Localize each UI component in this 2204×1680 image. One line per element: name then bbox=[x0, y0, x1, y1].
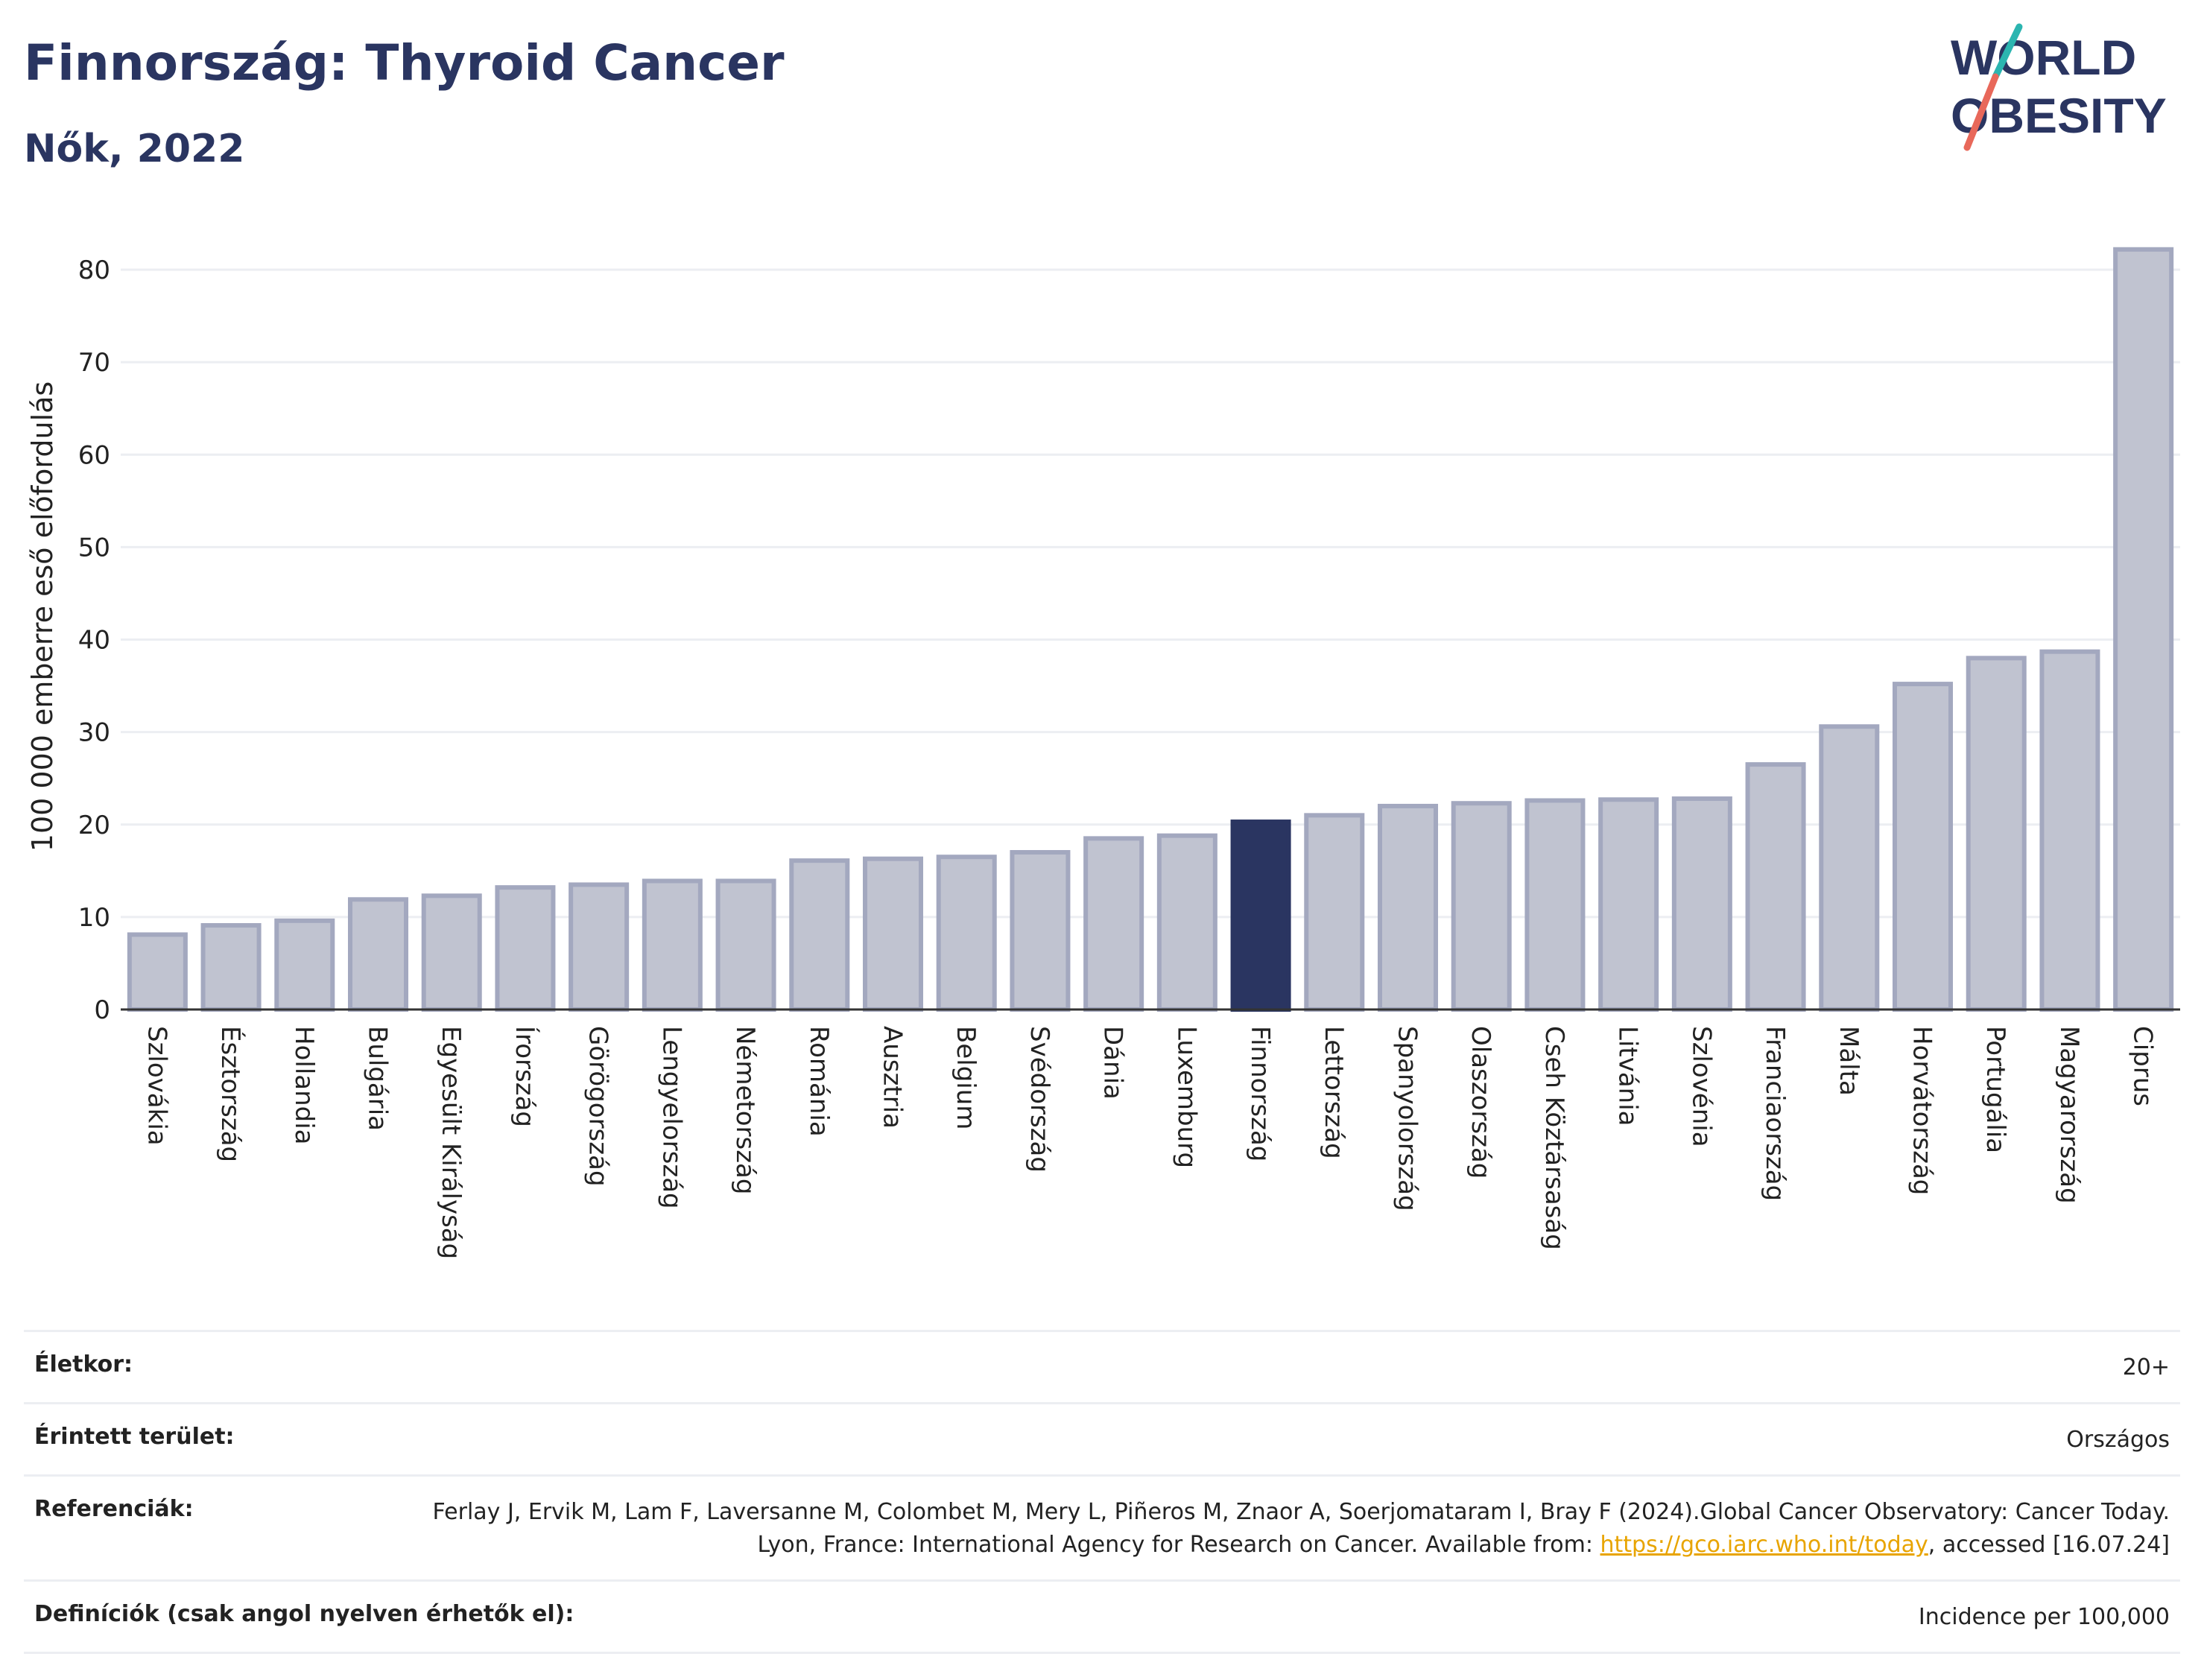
age-label: Életkor: bbox=[34, 1351, 133, 1378]
meta-row-age: Életkor: 20+ bbox=[24, 1330, 2180, 1402]
logo-slash-red bbox=[1963, 73, 1999, 151]
area-label: Érintett terület: bbox=[34, 1424, 235, 1450]
x-axis-labels: Szlovákia Észtország Hollandia Bulgária Egye… bbox=[142, 1026, 2157, 1259]
bar-26 bbox=[2039, 649, 2100, 1012]
x-tick-label: Románia bbox=[804, 1026, 834, 1137]
bar-18 bbox=[1451, 801, 1512, 1012]
references-label: Referenciák: bbox=[34, 1496, 194, 1522]
meta-row-references: Referenciák: Ferlay J, Ervik M, Lam F, L… bbox=[24, 1474, 2180, 1579]
x-tick-label: Szlovénia bbox=[1686, 1026, 1716, 1147]
x-tick-label: Portugália bbox=[1980, 1026, 2010, 1153]
definitions-label: Definíciók (csak angol nyelven érhetők e… bbox=[34, 1601, 574, 1627]
y-axis-label: 100 000 emberre eső előfordulás bbox=[26, 381, 59, 852]
bar-0 bbox=[127, 932, 188, 1012]
world-obesity-logo: WORLD OBESITY bbox=[1951, 23, 2167, 151]
y-tick-label: 30 bbox=[78, 718, 110, 748]
x-tick-label: Luxemburg bbox=[1171, 1026, 1201, 1168]
x-tick-label: Magyarország bbox=[2054, 1026, 2084, 1204]
x-tick-label: Horvátország bbox=[1907, 1026, 1937, 1195]
y-tick-label: 20 bbox=[78, 811, 110, 840]
definitions-value: Incidence per 100,000 bbox=[1918, 1604, 2170, 1630]
x-tick-label: Írország bbox=[510, 1026, 540, 1127]
bar-8 bbox=[715, 878, 776, 1012]
bar-21 bbox=[1671, 796, 1732, 1012]
bar-19 bbox=[1524, 798, 1586, 1012]
x-tick-label: Ausztria bbox=[878, 1026, 908, 1129]
y-tick-label: 80 bbox=[78, 256, 110, 285]
bar-27 bbox=[2113, 247, 2174, 1012]
x-tick-label: Dánia bbox=[1098, 1026, 1128, 1100]
bar-13 bbox=[1083, 836, 1144, 1012]
x-tick-label: Észtország bbox=[215, 1026, 246, 1162]
bar-4 bbox=[421, 893, 482, 1012]
x-tick-label: Finnország bbox=[1245, 1026, 1275, 1161]
bar-5 bbox=[495, 885, 556, 1012]
age-value: 20+ bbox=[2122, 1354, 2170, 1381]
references-text-2: , accessed [16.07.24] bbox=[1928, 1532, 2170, 1558]
bar-24 bbox=[1892, 682, 1954, 1012]
x-tick-label: Ciprus bbox=[2128, 1026, 2158, 1106]
y-tick-label: 0 bbox=[94, 995, 110, 1025]
area-value: Országos bbox=[2066, 1427, 2170, 1453]
bar-22 bbox=[1745, 762, 1806, 1012]
x-tick-label: Málta bbox=[1834, 1026, 1863, 1096]
chart-subtitle: Nők, 2022 bbox=[24, 127, 245, 171]
bar-7 bbox=[642, 878, 703, 1012]
x-tick-label: Litvánia bbox=[1613, 1026, 1643, 1126]
references-text-1: Ferlay J, Ervik M, Lam F, Laversanne M, … bbox=[432, 1499, 2170, 1558]
bar-chart: 0 10 20 30 40 50 60 70 80 Szlovákia Észtország Hol… bbox=[26, 247, 2180, 1259]
x-tick-label: Franciaország bbox=[1760, 1026, 1790, 1201]
bar-2 bbox=[274, 918, 335, 1012]
bar-6 bbox=[569, 882, 630, 1012]
x-tick-label: Lengyelország bbox=[656, 1026, 686, 1209]
bar-9 bbox=[789, 858, 850, 1012]
logo-line-1: WORLD bbox=[1951, 30, 2136, 85]
bar-10 bbox=[862, 856, 924, 1012]
bar-25 bbox=[1966, 656, 2027, 1012]
metadata-table: Életkor: 20+ Érintett terület: Országos … bbox=[24, 1330, 2180, 1654]
x-tick-label: Belgium bbox=[951, 1026, 981, 1129]
bars bbox=[127, 247, 2174, 1012]
x-tick-label: Egyesült Királyság bbox=[436, 1026, 466, 1259]
bar-3 bbox=[347, 897, 409, 1012]
bar-12 bbox=[1010, 850, 1071, 1012]
bar-23 bbox=[1819, 724, 1880, 1012]
y-tick-label: 40 bbox=[78, 626, 110, 656]
bar-11 bbox=[936, 855, 997, 1012]
x-tick-label: Németország bbox=[730, 1026, 760, 1194]
x-tick-label: Olaszország bbox=[1466, 1026, 1495, 1179]
y-tick-label: 70 bbox=[78, 348, 110, 378]
bar-20 bbox=[1598, 797, 1659, 1012]
chart-title: Finnország: Thyroid Cancer bbox=[24, 34, 785, 92]
bar-1 bbox=[200, 923, 262, 1012]
x-tick-label: Hollandia bbox=[289, 1026, 319, 1145]
y-axis-ticks: 0 10 20 30 40 50 60 70 80 bbox=[78, 256, 110, 1025]
x-tick-label: Bulgária bbox=[363, 1026, 393, 1131]
references-value: Ferlay J, Ervik M, Lam F, Laversanne M, … bbox=[419, 1496, 2170, 1562]
bar-16 bbox=[1304, 813, 1365, 1012]
bar-17 bbox=[1377, 803, 1439, 1012]
y-tick-label: 50 bbox=[78, 533, 110, 562]
y-tick-label: 60 bbox=[78, 440, 110, 470]
x-tick-label: Spanyolország bbox=[1393, 1026, 1422, 1211]
bar-14 bbox=[1156, 833, 1217, 1012]
meta-row-area: Érintett terület: Országos bbox=[24, 1402, 2180, 1474]
references-link[interactable]: https://gco.iarc.who.int/today bbox=[1600, 1532, 1928, 1558]
y-tick-label: 10 bbox=[78, 903, 110, 933]
x-tick-label: Svédország bbox=[1025, 1026, 1054, 1173]
x-tick-label: Szlovákia bbox=[142, 1026, 171, 1146]
bar-15 bbox=[1230, 820, 1291, 1012]
x-tick-label: Görögország bbox=[583, 1026, 613, 1187]
x-tick-label: Cseh Köztársaság bbox=[1539, 1026, 1569, 1250]
x-tick-label: Lettország bbox=[1319, 1026, 1349, 1159]
logo-slash-teal bbox=[1992, 23, 2023, 80]
meta-row-definitions: Definíciók (csak angol nyelven érhetők e… bbox=[24, 1579, 2180, 1654]
